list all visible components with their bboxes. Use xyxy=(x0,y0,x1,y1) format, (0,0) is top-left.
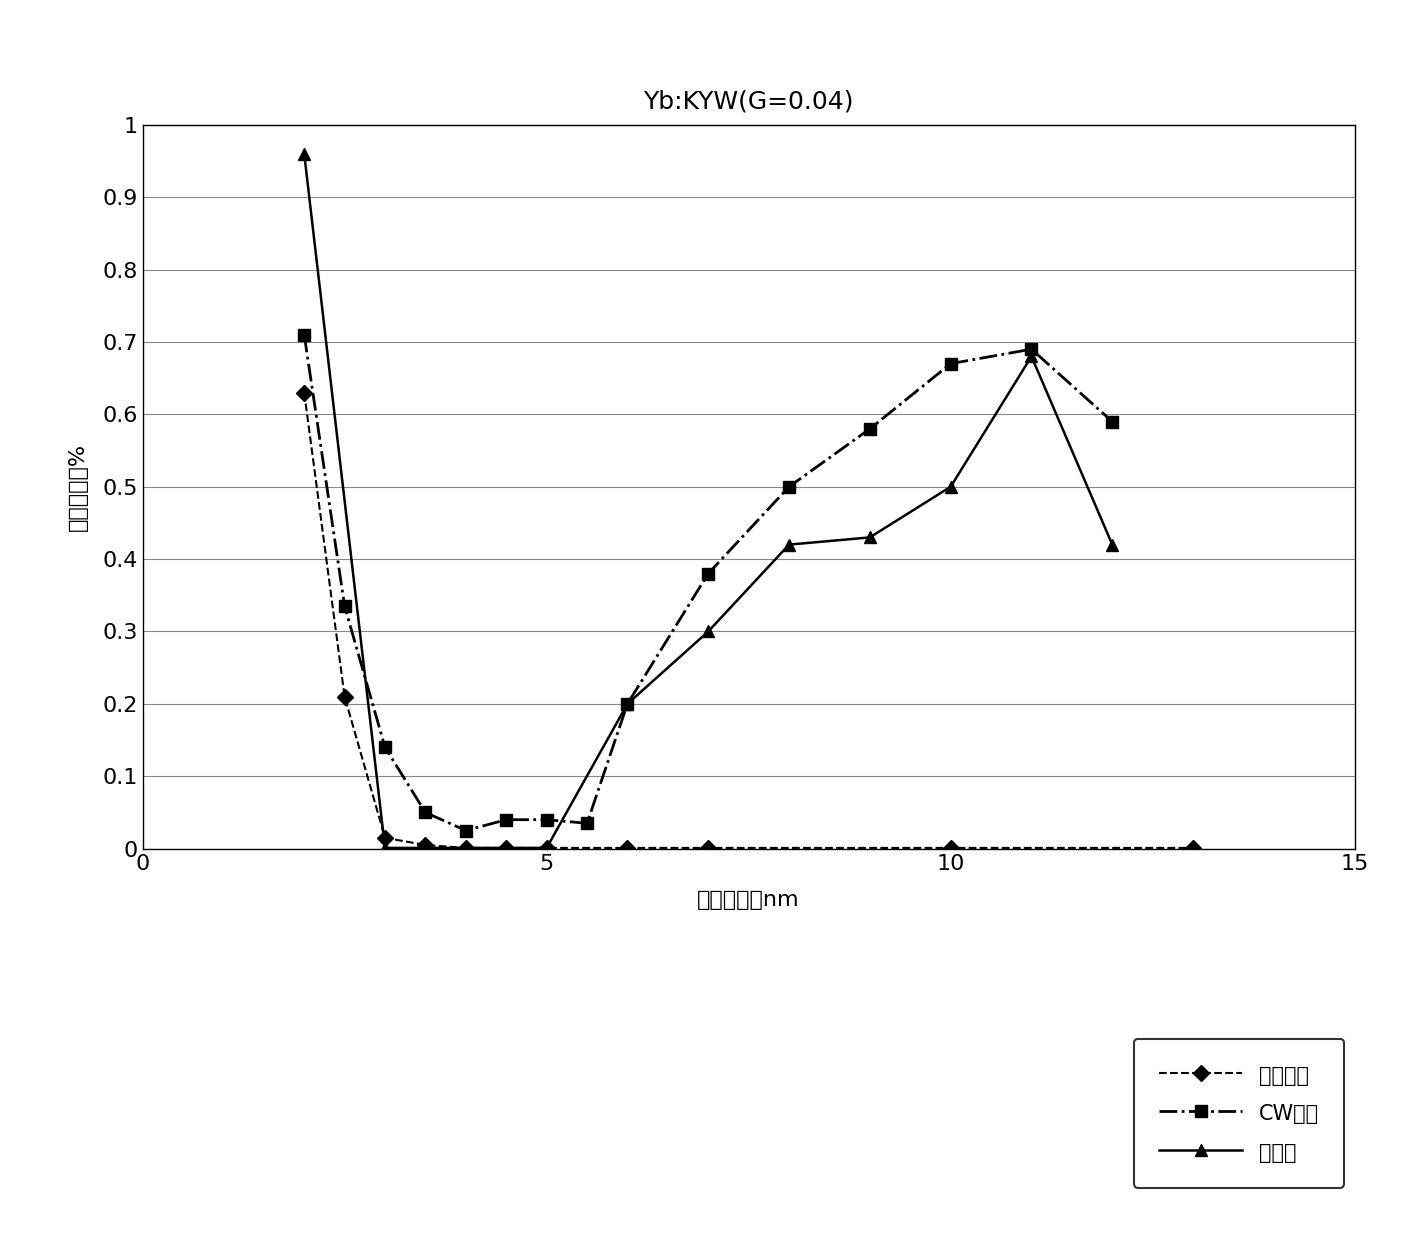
CW背景 xyxy=(416,805,434,820)
Legend: 移位脉冲, CW背景, 双脉冲: 移位脉冲, CW背景, 双脉冲 xyxy=(1134,1040,1345,1188)
移位脉冲 xyxy=(538,840,555,855)
CW背景 xyxy=(538,812,555,827)
移位脉冲 xyxy=(943,840,960,855)
CW背景 xyxy=(700,567,717,582)
双脉冲 xyxy=(295,146,312,161)
CW背景 xyxy=(1104,414,1121,429)
移位脉冲 xyxy=(458,840,475,855)
Line: CW背景: CW背景 xyxy=(298,328,1118,837)
CW背景 xyxy=(376,740,394,755)
移位脉冲 xyxy=(498,840,515,855)
Title: Yb:KYW(G=0.04): Yb:KYW(G=0.04) xyxy=(643,89,854,114)
移位脉冲 xyxy=(337,689,354,704)
CW背景 xyxy=(498,812,515,827)
CW背景 xyxy=(943,356,960,371)
CW背景 xyxy=(619,696,636,711)
CW背景 xyxy=(337,599,354,614)
双脉冲 xyxy=(780,537,797,552)
Y-axis label: 增益优先度%: 增益优先度% xyxy=(68,443,88,530)
双脉冲 xyxy=(861,530,878,545)
双脉冲 xyxy=(1022,349,1040,364)
Line: 双脉冲: 双脉冲 xyxy=(298,147,1118,854)
移位脉冲 xyxy=(700,840,717,855)
双脉冲 xyxy=(700,624,717,639)
CW背景 xyxy=(1022,342,1040,357)
CW背景 xyxy=(295,327,312,342)
移位脉冲 xyxy=(1185,840,1202,855)
X-axis label: 脉冲波段，nm: 脉冲波段，nm xyxy=(697,890,800,910)
移位脉冲 xyxy=(295,386,312,401)
双脉冲 xyxy=(458,840,475,855)
CW背景 xyxy=(579,816,596,831)
双脉冲 xyxy=(619,696,636,711)
CW背景 xyxy=(861,422,878,437)
双脉冲 xyxy=(538,840,555,855)
移位脉冲 xyxy=(416,837,434,852)
双脉冲 xyxy=(943,479,960,494)
CW背景 xyxy=(780,479,797,494)
双脉冲 xyxy=(376,840,394,855)
CW背景 xyxy=(458,824,475,839)
Line: 移位脉冲: 移位脉冲 xyxy=(298,387,1199,854)
移位脉冲 xyxy=(619,840,636,855)
移位脉冲 xyxy=(376,830,394,845)
双脉冲 xyxy=(1104,537,1121,552)
